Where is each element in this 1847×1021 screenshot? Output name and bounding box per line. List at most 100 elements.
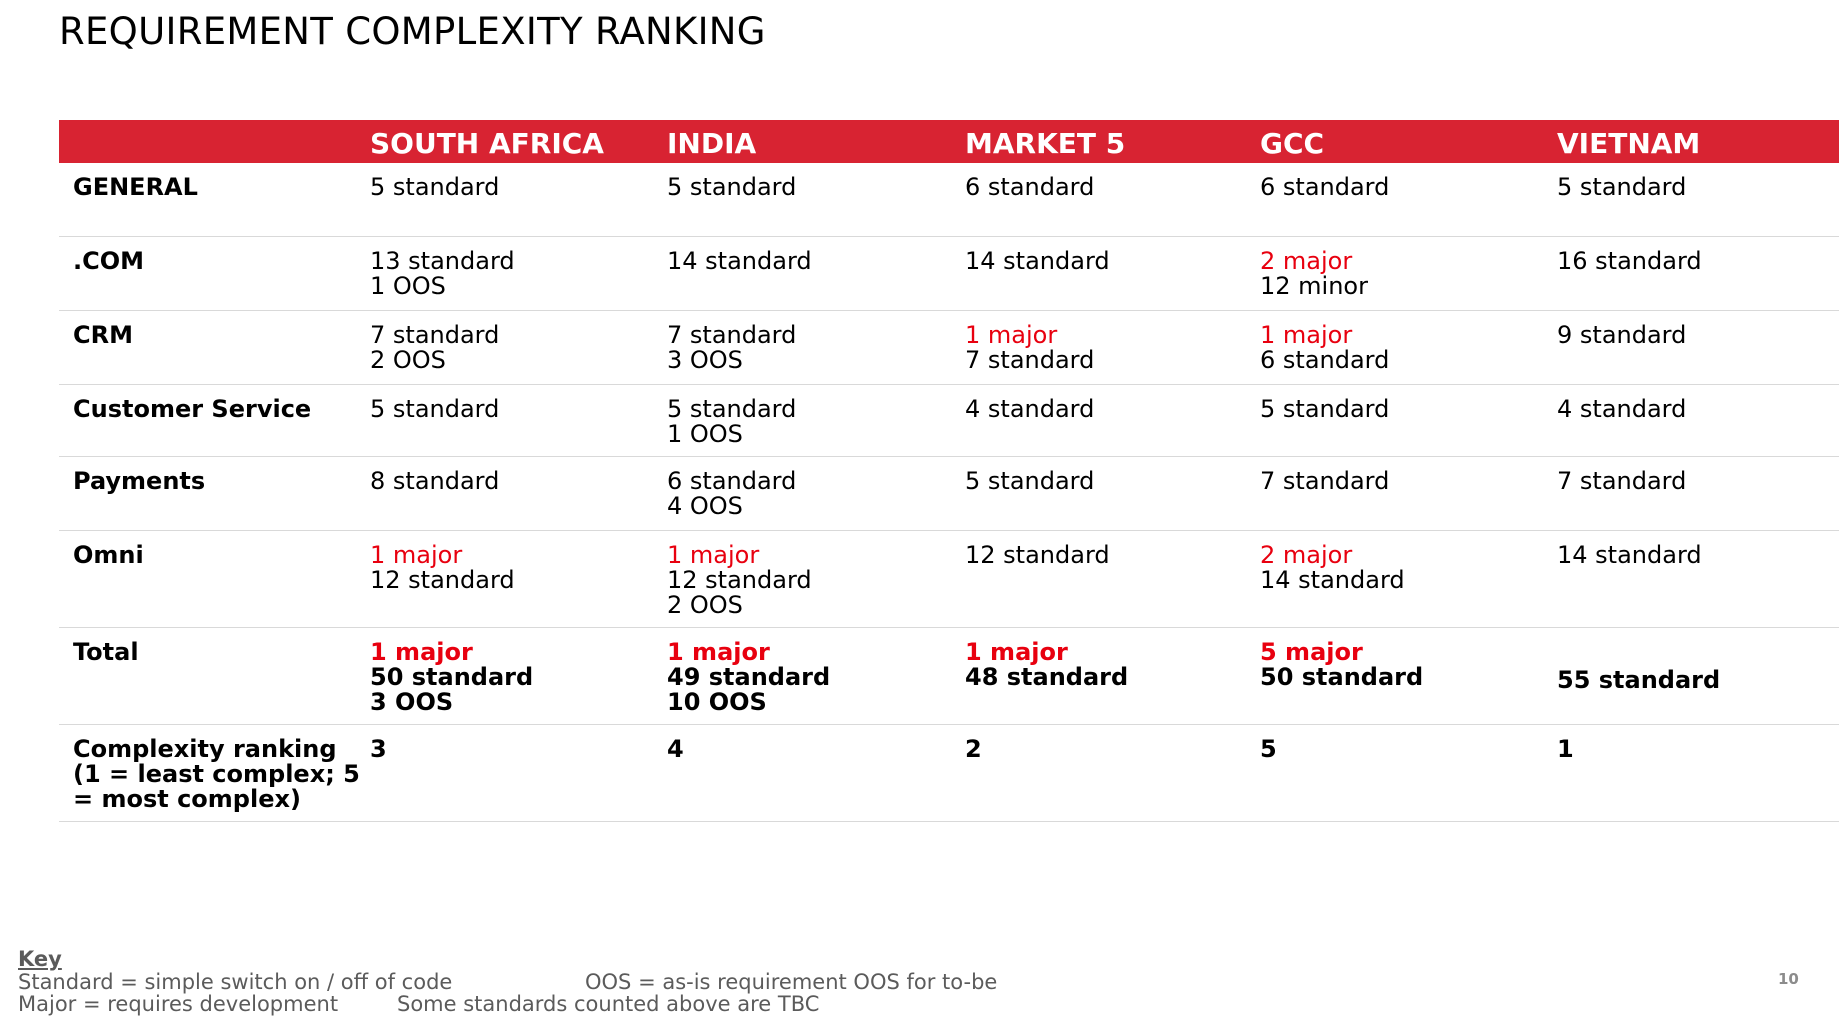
- row-label-text: Total: [73, 637, 139, 666]
- count-line: 5 standard: [370, 173, 500, 201]
- cell-crm-south-africa: 7 standard 2 OOS: [370, 310, 667, 385]
- key-standard-definition: Standard = simple switch on / off of cod…: [18, 969, 453, 994]
- ranking-value: 5: [1260, 734, 1277, 763]
- count-line: 12 standard: [965, 540, 1110, 569]
- table-row: Total 1 major 50 standard 3 OOS 1 major 49 st…: [59, 627, 1839, 725]
- row-label-text: .COM: [73, 246, 145, 275]
- cell-general-market-5: 6 standard: [965, 163, 1260, 237]
- count-line: 5 standard: [965, 466, 1095, 495]
- count-line: 4 standard: [1557, 394, 1687, 423]
- row-label-crm: CRM: [59, 310, 370, 385]
- count-line: 12 minor: [1260, 271, 1368, 300]
- table-row: Complexity ranking (1 = least complex; 5…: [59, 724, 1839, 822]
- row-label-payments: Payments: [59, 456, 370, 531]
- page-number: 10: [1778, 970, 1799, 988]
- major-count: 1 major: [667, 540, 760, 569]
- cell-complexity-ranking-1-least-complex-5-most-complex-gcc: 5: [1260, 724, 1557, 822]
- column-header-market-5: MARKET 5: [965, 126, 1126, 160]
- cell-payments-market-5: 5 standard: [965, 456, 1260, 531]
- cell-customer-service-vietnam: 4 standard: [1557, 384, 1839, 457]
- cell-total-india: 1 major 49 standard 10 OOS: [667, 627, 965, 725]
- count-line: 5 standard: [667, 173, 797, 201]
- ranking-value: 2: [965, 734, 982, 763]
- cell-customer-service-india: 5 standard 1 OOS: [667, 384, 965, 457]
- cell-omni-gcc: 2 major 14 standard: [1260, 530, 1557, 628]
- count-line: 4 standard: [965, 394, 1095, 423]
- count-line: 6 standard: [1260, 345, 1390, 374]
- major-count: 2 major: [1260, 540, 1353, 569]
- slide-title: REQUIREMENT COMPLEXITY RANKING: [59, 10, 766, 53]
- cell-crm-gcc: 1 major 6 standard: [1260, 310, 1557, 385]
- major-count: 5 major: [1260, 637, 1363, 666]
- count-line: 2 OOS: [667, 590, 743, 619]
- count-line: 5 standard: [667, 394, 797, 423]
- count-line: 12 standard: [370, 565, 515, 594]
- count-line: 2 OOS: [370, 345, 446, 374]
- row-label-omni: Omni: [59, 530, 370, 628]
- major-count: 1 major: [965, 637, 1068, 666]
- cell-complexity-ranking-1-least-complex-5-most-complex-vietnam: 1: [1557, 724, 1839, 822]
- count-line: 12 standard: [667, 565, 812, 594]
- table-body: GENERAL 5 standard 5 standard 6 standard 6 s…: [59, 163, 1839, 822]
- cell-total-vietnam: 55 standard: [1557, 627, 1839, 725]
- cell-crm-vietnam: 9 standard: [1557, 310, 1839, 385]
- major-count: 1 major: [667, 637, 770, 666]
- row-label-complexity-ranking-1-least-complex-5-most-complex: Complexity ranking (1 = least complex; 5…: [59, 724, 370, 822]
- major-count: 1 major: [1260, 320, 1353, 349]
- count-line: 7 standard: [370, 320, 500, 349]
- cell-complexity-ranking-1-least-complex-5-most-complex-market-5: 2: [965, 724, 1260, 822]
- major-count: 1 major: [370, 540, 463, 569]
- cell-customer-service-gcc: 5 standard: [1260, 384, 1557, 457]
- cell-omni-india: 1 major 12 standard 2 OOS: [667, 530, 965, 628]
- row-label-text: CRM: [73, 320, 133, 349]
- cell-payments-south-africa: 8 standard: [370, 456, 667, 531]
- count-line: 6 standard: [667, 466, 797, 495]
- cell-com-south-africa: 13 standard 1 OOS: [370, 236, 667, 311]
- count-line: 3 OOS: [667, 345, 743, 374]
- count-line: 1 OOS: [370, 271, 446, 300]
- row-label-text: GENERAL: [73, 173, 198, 201]
- count-line: 4 OOS: [667, 491, 743, 520]
- count-line: 49 standard: [667, 662, 831, 691]
- cell-total-gcc: 5 major 50 standard: [1260, 627, 1557, 725]
- column-header-south-africa: SOUTH AFRICA: [370, 126, 604, 160]
- count-line: 7 standard: [965, 345, 1095, 374]
- key-legend: Key Standard = simple switch on / off of…: [18, 948, 997, 1016]
- cell-total-south-africa: 1 major 50 standard 3 OOS: [370, 627, 667, 725]
- column-header-gcc: GCC: [1260, 126, 1325, 160]
- cell-com-gcc: 2 major 12 minor: [1260, 236, 1557, 311]
- ranking-value: 4: [667, 734, 684, 763]
- cell-complexity-ranking-1-least-complex-5-most-complex-south-africa: 3: [370, 724, 667, 822]
- cell-general-gcc: 6 standard: [1260, 163, 1557, 237]
- count-line: 14 standard: [965, 246, 1110, 275]
- cell-com-india: 14 standard: [667, 236, 965, 311]
- key-row-1: Standard = simple switch on / off of cod…: [18, 970, 997, 994]
- count-line: 14 standard: [1260, 565, 1405, 594]
- complexity-table: SOUTH AFRICA INDIA MARKET 5 GCC VIETNAM …: [59, 120, 1839, 822]
- count-line: 50 standard: [370, 662, 534, 691]
- count-line: 6 standard: [965, 173, 1095, 201]
- count-line: 7 standard: [1557, 466, 1687, 495]
- count-line: 6 standard: [1260, 173, 1390, 201]
- cell-omni-market-5: 12 standard: [965, 530, 1260, 628]
- count-line: 8 standard: [370, 466, 500, 495]
- table-row: Customer Service 5 standard 5 standard 1 OO…: [59, 384, 1839, 457]
- table-row: Omni 1 major 12 standard 1 major 12 standard…: [59, 530, 1839, 628]
- cell-crm-india: 7 standard 3 OOS: [667, 310, 965, 385]
- cell-com-market-5: 14 standard: [965, 236, 1260, 311]
- major-count: 2 major: [1260, 246, 1353, 275]
- count-line: 7 standard: [1260, 466, 1390, 495]
- row-label-total: Total: [59, 627, 370, 725]
- row-label-com: .COM: [59, 236, 370, 311]
- row-label-text: Payments: [73, 466, 206, 495]
- table-row: .COM 13 standard 1 OOS 14 standard 14 standa…: [59, 236, 1839, 311]
- count-line: 1 OOS: [667, 419, 743, 448]
- key-row-2: Major = requires development Some standa…: [18, 993, 819, 1016]
- count-line: 55 standard: [1557, 665, 1721, 694]
- count-line: 13 standard: [370, 246, 515, 275]
- count-line: 9 standard: [1557, 320, 1687, 349]
- cell-payments-india: 6 standard 4 OOS: [667, 456, 965, 531]
- cell-crm-market-5: 1 major 7 standard: [965, 310, 1260, 385]
- row-label-customer-service: Customer Service: [59, 384, 370, 457]
- row-label-general: GENERAL: [59, 163, 370, 237]
